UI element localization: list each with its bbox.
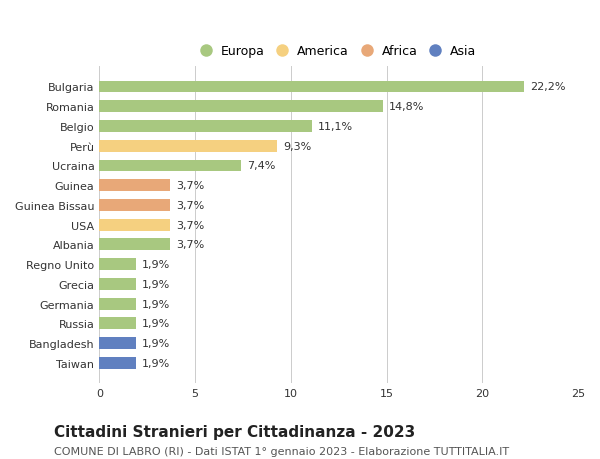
Bar xyxy=(100,180,170,192)
Text: 1,9%: 1,9% xyxy=(142,259,170,269)
Text: 3,7%: 3,7% xyxy=(176,220,204,230)
Bar xyxy=(100,337,136,349)
Text: 1,9%: 1,9% xyxy=(142,299,170,309)
Bar xyxy=(100,121,312,133)
Bar xyxy=(100,160,241,172)
Text: Cittadini Stranieri per Cittadinanza - 2023: Cittadini Stranieri per Cittadinanza - 2… xyxy=(54,424,415,439)
Text: 7,4%: 7,4% xyxy=(247,161,275,171)
Bar xyxy=(100,140,277,152)
Text: 1,9%: 1,9% xyxy=(142,279,170,289)
Bar xyxy=(100,81,524,93)
Text: 3,7%: 3,7% xyxy=(176,201,204,211)
Bar xyxy=(100,258,136,270)
Text: 22,2%: 22,2% xyxy=(530,82,566,92)
Bar xyxy=(100,200,170,212)
Text: 1,9%: 1,9% xyxy=(142,338,170,348)
Text: 14,8%: 14,8% xyxy=(388,102,424,112)
Bar xyxy=(100,278,136,290)
Text: 9,3%: 9,3% xyxy=(283,141,311,151)
Text: 1,9%: 1,9% xyxy=(142,358,170,368)
Bar xyxy=(100,219,170,231)
Text: 11,1%: 11,1% xyxy=(317,122,353,132)
Text: 3,7%: 3,7% xyxy=(176,181,204,191)
Text: 1,9%: 1,9% xyxy=(142,319,170,329)
Bar xyxy=(100,357,136,369)
Text: 3,7%: 3,7% xyxy=(176,240,204,250)
Bar xyxy=(100,101,383,113)
Bar xyxy=(100,318,136,330)
Bar xyxy=(100,298,136,310)
Legend: Europa, America, Africa, Asia: Europa, America, Africa, Asia xyxy=(197,42,480,62)
Bar xyxy=(100,239,170,251)
Text: COMUNE DI LABRO (RI) - Dati ISTAT 1° gennaio 2023 - Elaborazione TUTTITALIA.IT: COMUNE DI LABRO (RI) - Dati ISTAT 1° gen… xyxy=(54,447,509,456)
